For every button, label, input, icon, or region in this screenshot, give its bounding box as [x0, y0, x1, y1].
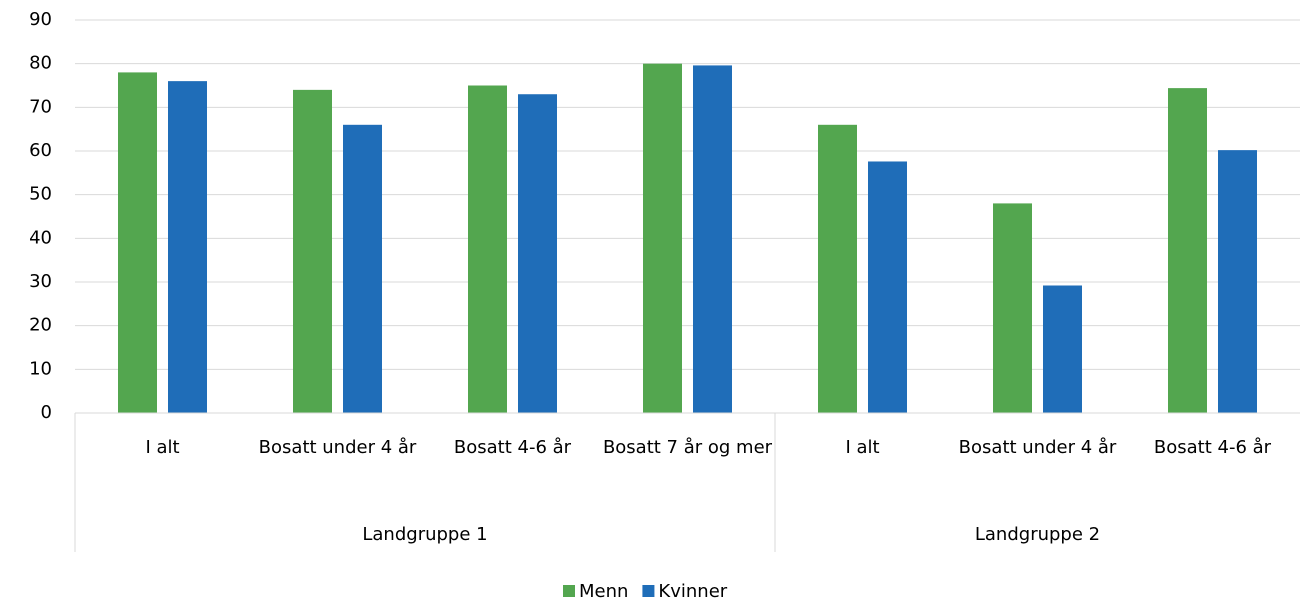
x-tick-label: I alt [845, 437, 880, 458]
y-tick-label: 0 [41, 402, 52, 423]
x-tick-label: Bosatt 4-6 år [453, 437, 572, 458]
bar [343, 124, 382, 414]
x-tick-label: Bosatt 4-6 år [1153, 437, 1272, 458]
y-tick-label: 20 [29, 315, 52, 336]
y-tick-label: 30 [29, 271, 52, 292]
y-tick-label: 70 [29, 96, 52, 117]
y-tick-label: 60 [29, 140, 52, 161]
bar [1168, 88, 1207, 414]
legend-swatch [563, 585, 575, 597]
bar [118, 72, 157, 414]
x-tick-label: I alt [145, 437, 180, 458]
bar [468, 85, 507, 413]
bar [1218, 150, 1257, 414]
bar [693, 65, 732, 413]
bar [518, 94, 557, 413]
legend-label: Menn [579, 581, 628, 602]
group-label: Landgruppe 1 [362, 524, 487, 545]
bar [1043, 285, 1082, 413]
x-tick-label: Bosatt under 4 år [258, 437, 417, 458]
y-tick-label: 90 [29, 9, 52, 30]
bar [818, 124, 857, 414]
bar [993, 203, 1032, 413]
bar [643, 63, 682, 414]
bar [293, 89, 332, 413]
y-tick-label: 80 [29, 53, 52, 74]
group-label: Landgruppe 2 [975, 524, 1100, 545]
x-tick-label: Bosatt 7 år og mer [602, 437, 773, 458]
legend-swatch [642, 585, 655, 597]
y-tick-label: 10 [29, 358, 52, 379]
y-tick-label: 40 [29, 227, 52, 248]
bar [868, 161, 907, 413]
bar [168, 81, 207, 413]
x-tick-label: Bosatt under 4 år [958, 437, 1117, 458]
y-tick-label: 50 [29, 184, 52, 205]
legend-label: Kvinner [658, 581, 727, 602]
